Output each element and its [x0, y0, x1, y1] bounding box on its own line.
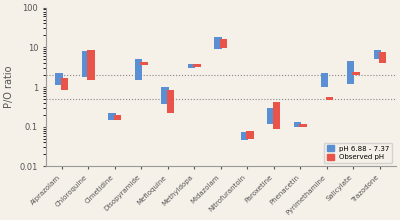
- Bar: [114, 115, 121, 120]
- Legend: pH 6.88 - 7.37, Observed pH: pH 6.88 - 7.37, Observed pH: [324, 143, 392, 163]
- Y-axis label: P/O ratio: P/O ratio: [4, 66, 14, 108]
- Bar: [294, 122, 302, 127]
- Bar: [374, 50, 381, 59]
- Bar: [268, 108, 275, 124]
- Bar: [140, 62, 148, 65]
- Bar: [320, 73, 328, 87]
- Bar: [246, 130, 254, 139]
- Bar: [135, 59, 142, 80]
- Bar: [82, 51, 89, 77]
- Bar: [299, 124, 307, 127]
- Bar: [193, 64, 201, 67]
- Bar: [161, 87, 169, 104]
- Bar: [220, 39, 227, 48]
- Bar: [241, 132, 248, 140]
- Bar: [273, 102, 280, 128]
- Bar: [347, 61, 354, 84]
- Bar: [60, 78, 68, 90]
- Bar: [326, 97, 333, 100]
- Bar: [352, 72, 360, 75]
- Bar: [87, 50, 94, 80]
- Bar: [379, 52, 386, 63]
- Bar: [214, 37, 222, 49]
- Bar: [188, 64, 195, 68]
- Bar: [167, 90, 174, 113]
- Bar: [108, 113, 116, 120]
- Bar: [55, 73, 63, 85]
